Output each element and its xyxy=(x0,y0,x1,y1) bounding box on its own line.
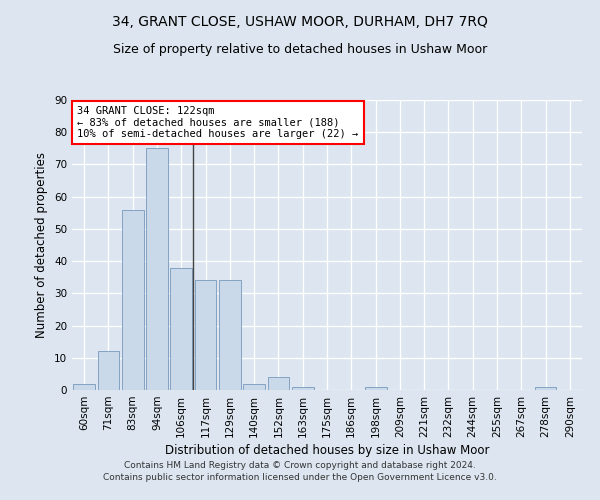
Text: 34, GRANT CLOSE, USHAW MOOR, DURHAM, DH7 7RQ: 34, GRANT CLOSE, USHAW MOOR, DURHAM, DH7… xyxy=(112,15,488,29)
Bar xyxy=(170,268,192,390)
Bar xyxy=(243,384,265,390)
Bar xyxy=(219,280,241,390)
Bar xyxy=(292,387,314,390)
Text: 34 GRANT CLOSE: 122sqm
← 83% of detached houses are smaller (188)
10% of semi-de: 34 GRANT CLOSE: 122sqm ← 83% of detached… xyxy=(77,106,358,139)
Text: Size of property relative to detached houses in Ushaw Moor: Size of property relative to detached ho… xyxy=(113,42,487,56)
Bar xyxy=(122,210,143,390)
Bar xyxy=(535,387,556,390)
Bar xyxy=(146,148,168,390)
Bar xyxy=(268,377,289,390)
Bar xyxy=(365,387,386,390)
Bar xyxy=(194,280,217,390)
Bar xyxy=(73,384,95,390)
Y-axis label: Number of detached properties: Number of detached properties xyxy=(35,152,49,338)
Bar xyxy=(97,352,119,390)
X-axis label: Distribution of detached houses by size in Ushaw Moor: Distribution of detached houses by size … xyxy=(165,444,489,457)
Text: Contains HM Land Registry data © Crown copyright and database right 2024.
Contai: Contains HM Land Registry data © Crown c… xyxy=(103,461,497,482)
